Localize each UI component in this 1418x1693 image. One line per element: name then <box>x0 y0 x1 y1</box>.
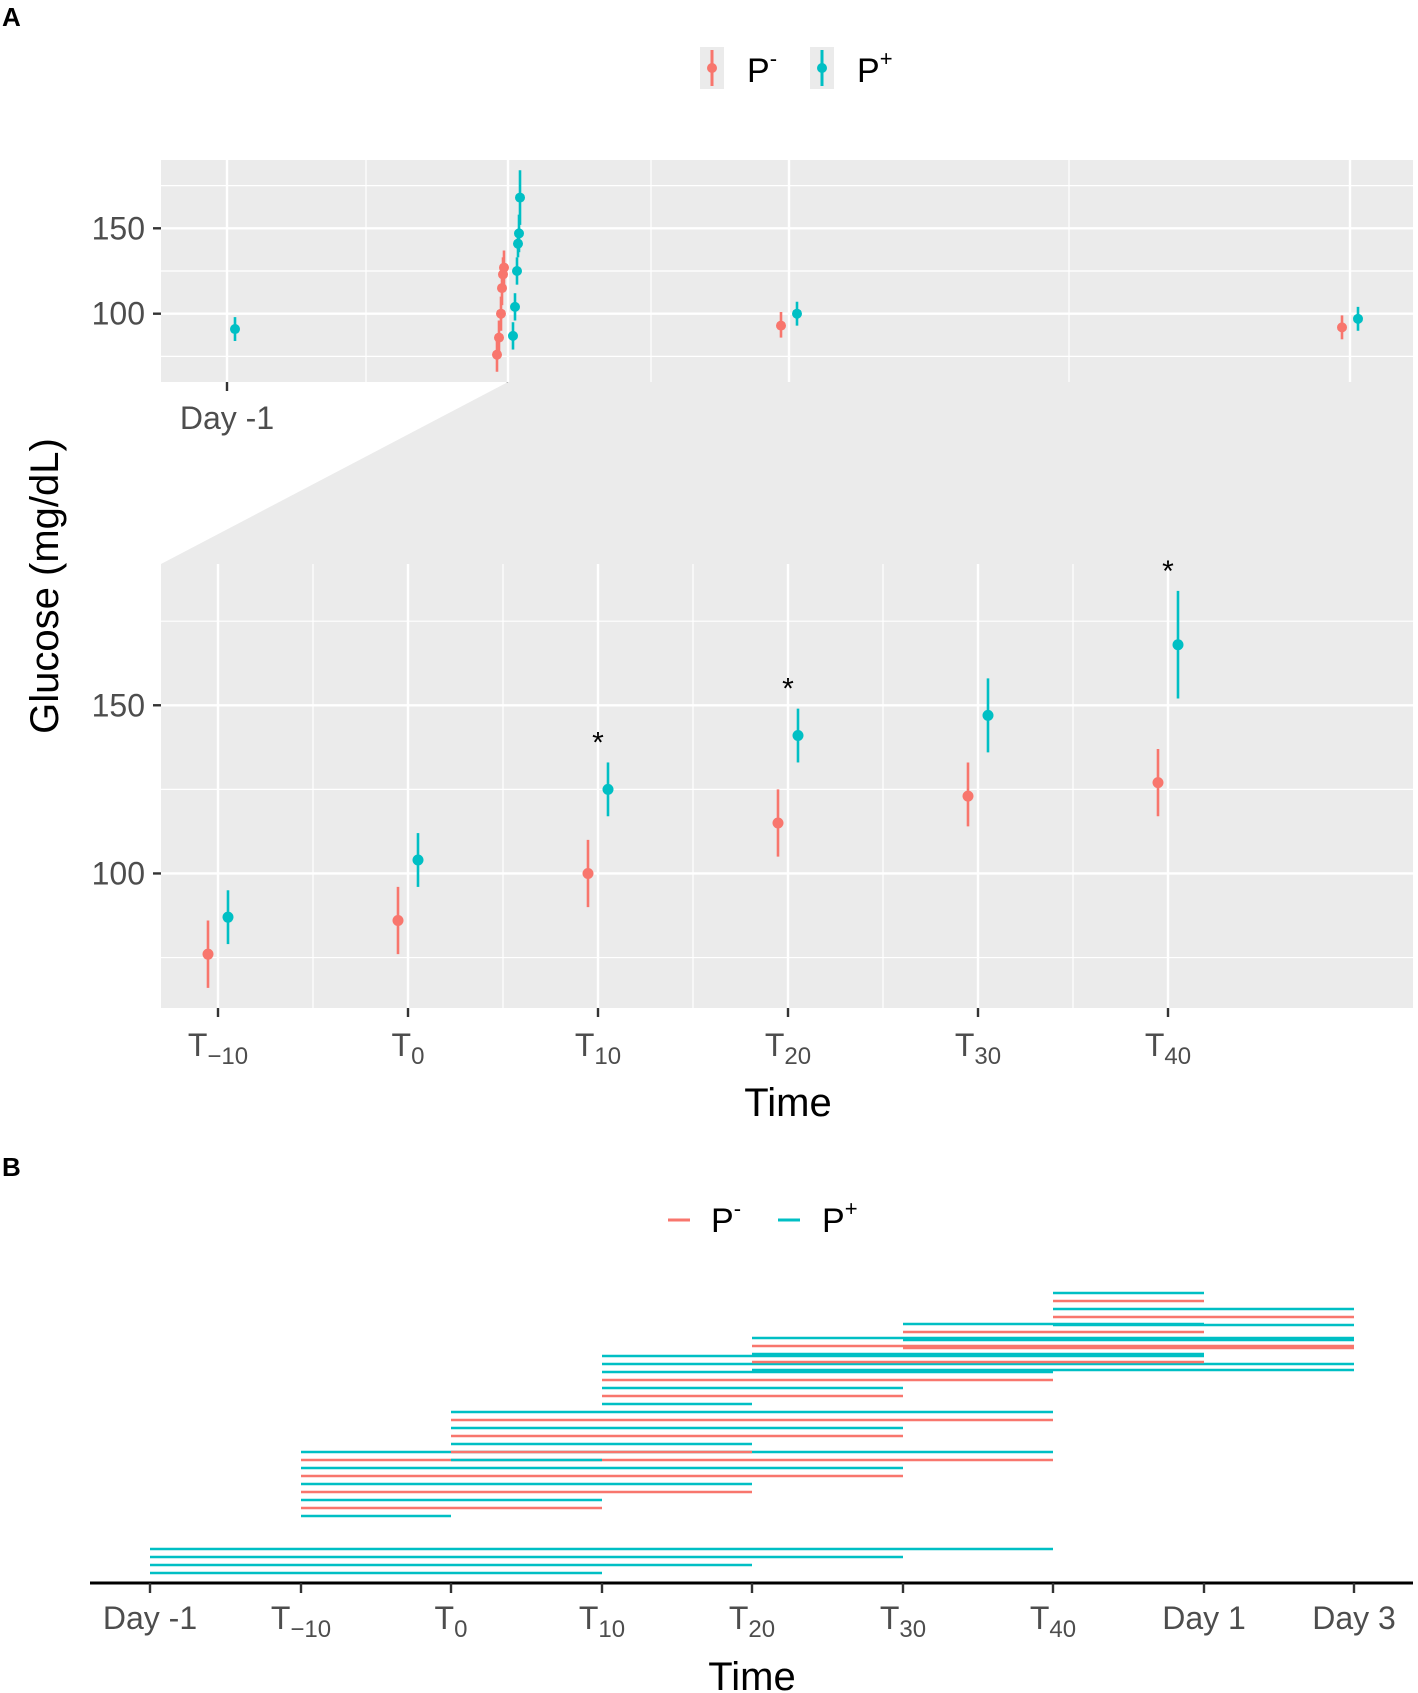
zoom-x-tick-label: T30 <box>955 1027 1001 1070</box>
overview-point <box>792 308 802 319</box>
overview-point <box>514 228 524 239</box>
zoom-connector <box>161 382 1413 564</box>
significance-annotation: * <box>592 726 604 759</box>
zoom-x-tick-label: T0 <box>392 1027 425 1070</box>
panel-a-label: A <box>2 2 21 32</box>
zoom-point <box>1152 777 1164 789</box>
timeline-x-tick-label: T10 <box>579 1600 625 1643</box>
zoom-point <box>602 783 614 795</box>
zoom-point <box>1172 639 1184 651</box>
timeline-x-tick-label: T30 <box>880 1600 926 1643</box>
zoom-x-tick-label: T40 <box>1145 1027 1191 1070</box>
legend-a: P- P+ <box>700 46 893 90</box>
overview-point <box>512 266 522 276</box>
overview-point <box>230 324 240 335</box>
legend-a-pos-label: P+ <box>857 46 893 90</box>
timeline-panel: Day -1 T−10 T0 T10 T20 T30 T40 Day 1 Day 3 <box>90 1291 1413 1643</box>
overview-point <box>776 320 786 331</box>
zoom-x-tick-label: T−10 <box>188 1027 248 1070</box>
overview-point <box>510 301 520 312</box>
legend-a-pos-key-dot <box>817 63 827 73</box>
overview-point <box>492 349 502 360</box>
zoom-panel: 100 150 T−10 T0 T10 T20 T30 T40 * * * <box>92 555 1413 1070</box>
zoom-point <box>202 948 214 960</box>
panel-b-label: B <box>2 1152 21 1182</box>
overview-y-tick-label: 150 <box>92 210 145 246</box>
significance-annotation: * <box>782 673 794 706</box>
zoom-point <box>412 854 424 866</box>
zoom-point <box>772 817 784 829</box>
timeline-x-tick-label: T−10 <box>271 1600 331 1643</box>
timeline-x-tick-label: T20 <box>729 1600 775 1643</box>
timeline-x-tick-label: T0 <box>435 1600 468 1643</box>
zoom-x-tick-label: T10 <box>575 1027 621 1070</box>
zoom-y-tick-label: 150 <box>92 687 145 723</box>
legend-b-neg-label: P- <box>711 1196 741 1240</box>
zoom-point <box>392 915 404 927</box>
significance-annotation: * <box>1162 555 1174 588</box>
zoom-x-tick-label: T20 <box>765 1027 811 1070</box>
zoom-point <box>962 790 974 802</box>
y-axis-label: Glucose (mg/dL) <box>23 438 67 734</box>
overview-point <box>508 330 518 341</box>
zoom-x-axis-title: Time <box>744 1081 831 1125</box>
legend-b-pos-label: P+ <box>822 1196 858 1240</box>
overview-y-tick-label: 100 <box>92 296 145 332</box>
zoom-y-tick-label: 100 <box>92 855 145 891</box>
overview-point <box>1353 313 1363 324</box>
zoom-point <box>792 730 804 742</box>
legend-b: P- P+ <box>668 1196 858 1240</box>
timeline-x-tick-label: Day 3 <box>1312 1600 1396 1636</box>
overview-point <box>515 192 525 203</box>
timeline-x-tick-label: Day 1 <box>1162 1600 1246 1636</box>
legend-a-neg-key-dot <box>707 63 717 73</box>
zoom-point <box>582 867 594 879</box>
legend-a-neg-label: P- <box>747 46 777 90</box>
overview-point <box>1337 322 1347 333</box>
overview-x-tick-label: Day -1 <box>180 400 274 436</box>
overview-point <box>494 332 504 343</box>
timeline-x-axis-title: Time <box>708 1655 795 1693</box>
timeline-x-tick-label: T40 <box>1030 1600 1076 1643</box>
zoom-point <box>222 911 234 923</box>
timeline-x-tick-label: Day -1 <box>103 1600 197 1636</box>
zoom-point <box>982 709 994 721</box>
overview-point <box>496 308 506 319</box>
overview-point <box>499 262 509 273</box>
